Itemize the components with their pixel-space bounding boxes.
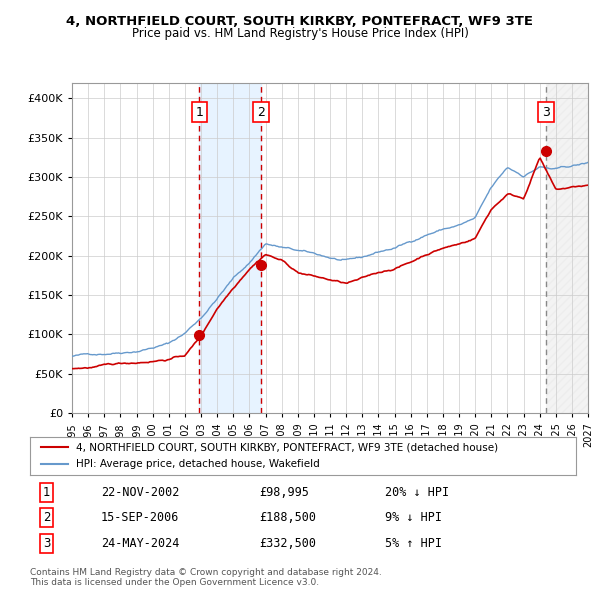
Text: 9% ↓ HPI: 9% ↓ HPI — [385, 511, 442, 525]
Text: 4, NORTHFIELD COURT, SOUTH KIRKBY, PONTEFRACT, WF9 3TE (detached house): 4, NORTHFIELD COURT, SOUTH KIRKBY, PONTE… — [76, 442, 499, 453]
Text: 3: 3 — [43, 537, 50, 550]
Text: 22-NOV-2002: 22-NOV-2002 — [101, 486, 179, 499]
Text: 3: 3 — [542, 106, 550, 119]
Text: 4, NORTHFIELD COURT, SOUTH KIRKBY, PONTEFRACT, WF9 3TE: 4, NORTHFIELD COURT, SOUTH KIRKBY, PONTE… — [67, 15, 533, 28]
Bar — [199, 83, 261, 413]
Text: 1: 1 — [43, 486, 50, 499]
Text: 24-MAY-2024: 24-MAY-2024 — [101, 537, 179, 550]
Text: 2: 2 — [43, 511, 50, 525]
Text: Contains HM Land Registry data © Crown copyright and database right 2024.: Contains HM Land Registry data © Crown c… — [30, 568, 382, 576]
Text: 5% ↑ HPI: 5% ↑ HPI — [385, 537, 442, 550]
Text: 15-SEP-2006: 15-SEP-2006 — [101, 511, 179, 525]
Text: Price paid vs. HM Land Registry's House Price Index (HPI): Price paid vs. HM Land Registry's House … — [131, 27, 469, 40]
Bar — [546, 83, 588, 413]
Text: 2: 2 — [257, 106, 265, 119]
Text: £332,500: £332,500 — [259, 537, 316, 550]
Text: 1: 1 — [196, 106, 203, 119]
Text: HPI: Average price, detached house, Wakefield: HPI: Average price, detached house, Wake… — [76, 459, 320, 469]
Text: This data is licensed under the Open Government Licence v3.0.: This data is licensed under the Open Gov… — [30, 578, 319, 587]
Text: 20% ↓ HPI: 20% ↓ HPI — [385, 486, 449, 499]
Text: £188,500: £188,500 — [259, 511, 316, 525]
Text: £98,995: £98,995 — [259, 486, 309, 499]
